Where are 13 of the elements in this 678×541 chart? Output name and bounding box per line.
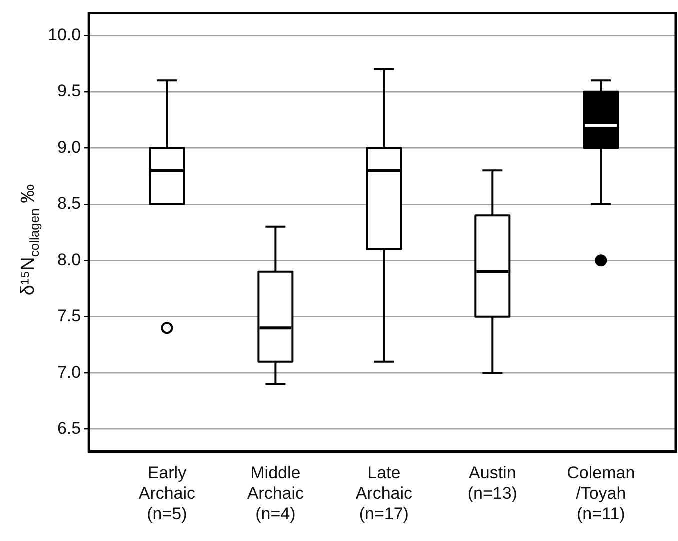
y-tick-label: 9.5 [57, 82, 82, 101]
y-tick-label: 9.0 [57, 138, 82, 157]
y-tick-label: 7.0 [57, 362, 82, 382]
y-tick-label: 8.5 [57, 194, 82, 214]
x-tick-label: Austin (n=13) [468, 464, 518, 504]
y-tick-label: 8.0 [57, 250, 82, 270]
x-tick-label: Late Archaic (n=17) [356, 464, 414, 524]
y-tick-label: 10.0 [48, 25, 82, 44]
y-tick-label: 6.5 [57, 418, 82, 438]
y-tick-label: 7.5 [57, 306, 82, 326]
x-tick-label: Early Archaic (n=5) [138, 464, 196, 524]
x-tick-label: Middle Archaic (n=4) [247, 464, 305, 524]
x-tick-label: Coleman /Toyah (n=11) [567, 464, 636, 524]
